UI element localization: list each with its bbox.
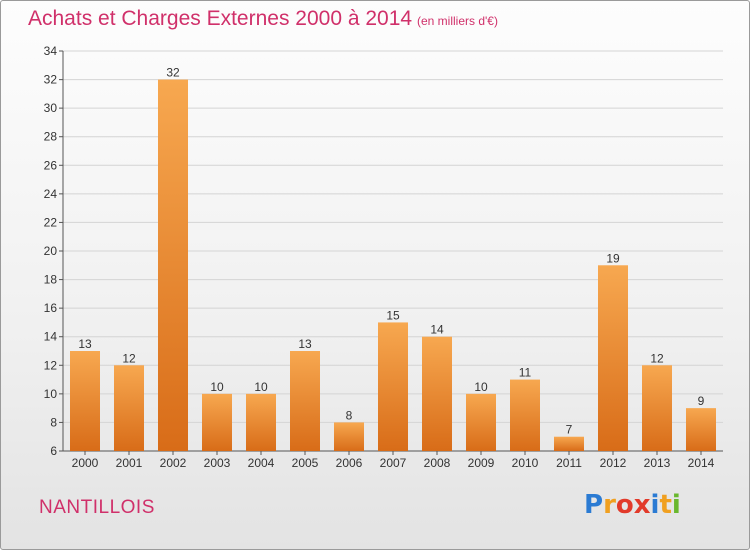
data-label: 10 (254, 380, 268, 394)
y-tick-label: 20 (44, 244, 58, 258)
data-label: 13 (78, 337, 92, 351)
x-tick-label: 2007 (380, 456, 407, 470)
axes: 6 8 10 12 14 16 18 20 22 24 26 28 30 32 34 2000 2001 2002… (44, 44, 723, 470)
x-tick-label: 2003 (204, 456, 231, 470)
bar (290, 351, 320, 451)
y-tick-label: 6 (50, 444, 57, 458)
y-tick-label: 22 (44, 215, 58, 229)
x-tick-label: 2005 (292, 456, 319, 470)
x-tick-label: 2001 (116, 456, 143, 470)
x-tick-label: 2002 (160, 456, 187, 470)
logo-letter: o (615, 490, 634, 520)
data-label: 7 (566, 423, 573, 437)
bar (422, 336, 452, 451)
logo-letter: P (584, 490, 604, 520)
x-tick-label: 2000 (72, 456, 99, 470)
bar (70, 351, 100, 451)
chart-subtitle: (en milliers d'€) (417, 14, 498, 28)
x-tick-label: 2009 (468, 456, 495, 470)
data-label: 8 (346, 408, 353, 422)
data-label: 9 (698, 394, 705, 408)
place-name: NANTILLOIS (39, 497, 155, 518)
bar (598, 265, 628, 451)
y-tick-label: 10 (44, 387, 58, 401)
data-label: 12 (650, 351, 664, 365)
x-tick-label: 2012 (600, 456, 627, 470)
bar (158, 79, 188, 452)
y-tick-label: 34 (44, 44, 58, 58)
bar (466, 393, 496, 451)
logo-letter: x (633, 490, 651, 520)
x-tick-label: 2014 (688, 456, 715, 470)
y-tick-label: 32 (44, 73, 58, 87)
data-label: 10 (210, 380, 224, 394)
logo-letter: t (659, 490, 672, 520)
data-label: 19 (606, 251, 620, 265)
x-tick-label: 2013 (644, 456, 671, 470)
y-tick-label: 24 (44, 187, 58, 201)
bar (642, 365, 672, 451)
bar (114, 365, 144, 451)
data-labels: 13 12 32 10 10 13 8 15 14 10 11 7 19 12 9 (78, 66, 704, 437)
bar (378, 322, 408, 451)
y-tick-label: 14 (44, 330, 58, 344)
logo-letter: i (650, 490, 660, 520)
data-label: 12 (122, 351, 136, 365)
x-tick-label: 2006 (336, 456, 363, 470)
data-label: 32 (166, 66, 180, 80)
bar (334, 422, 364, 451)
x-tick-label: 2008 (424, 456, 451, 470)
y-tick-label: 12 (44, 358, 58, 372)
proxiti-logo: Proxiti (584, 490, 681, 520)
y-tick-label: 8 (50, 415, 57, 429)
x-tick-label: 2004 (248, 456, 275, 470)
data-label: 15 (386, 308, 400, 322)
y-tick-label: 18 (44, 273, 58, 287)
bar (686, 408, 716, 451)
chart-title: Achats et Charges Externes 2000 à 2014 (28, 7, 413, 30)
y-tick-label: 16 (44, 301, 58, 315)
logo-letter: i (671, 490, 681, 520)
data-label: 14 (430, 323, 444, 337)
bar (510, 379, 540, 451)
y-tick-label: 28 (44, 130, 58, 144)
x-tick-label: 2010 (512, 456, 539, 470)
bars (70, 79, 716, 452)
logo-letter: r (603, 490, 616, 520)
x-tick-label: 2011 (556, 456, 582, 470)
data-label: 10 (474, 380, 488, 394)
bar (554, 436, 584, 451)
data-label: 13 (298, 337, 312, 351)
y-tick-label: 26 (44, 158, 58, 172)
data-label: 11 (519, 366, 532, 380)
y-tick-label: 30 (44, 101, 58, 115)
bar (202, 393, 232, 451)
bar (246, 393, 276, 451)
